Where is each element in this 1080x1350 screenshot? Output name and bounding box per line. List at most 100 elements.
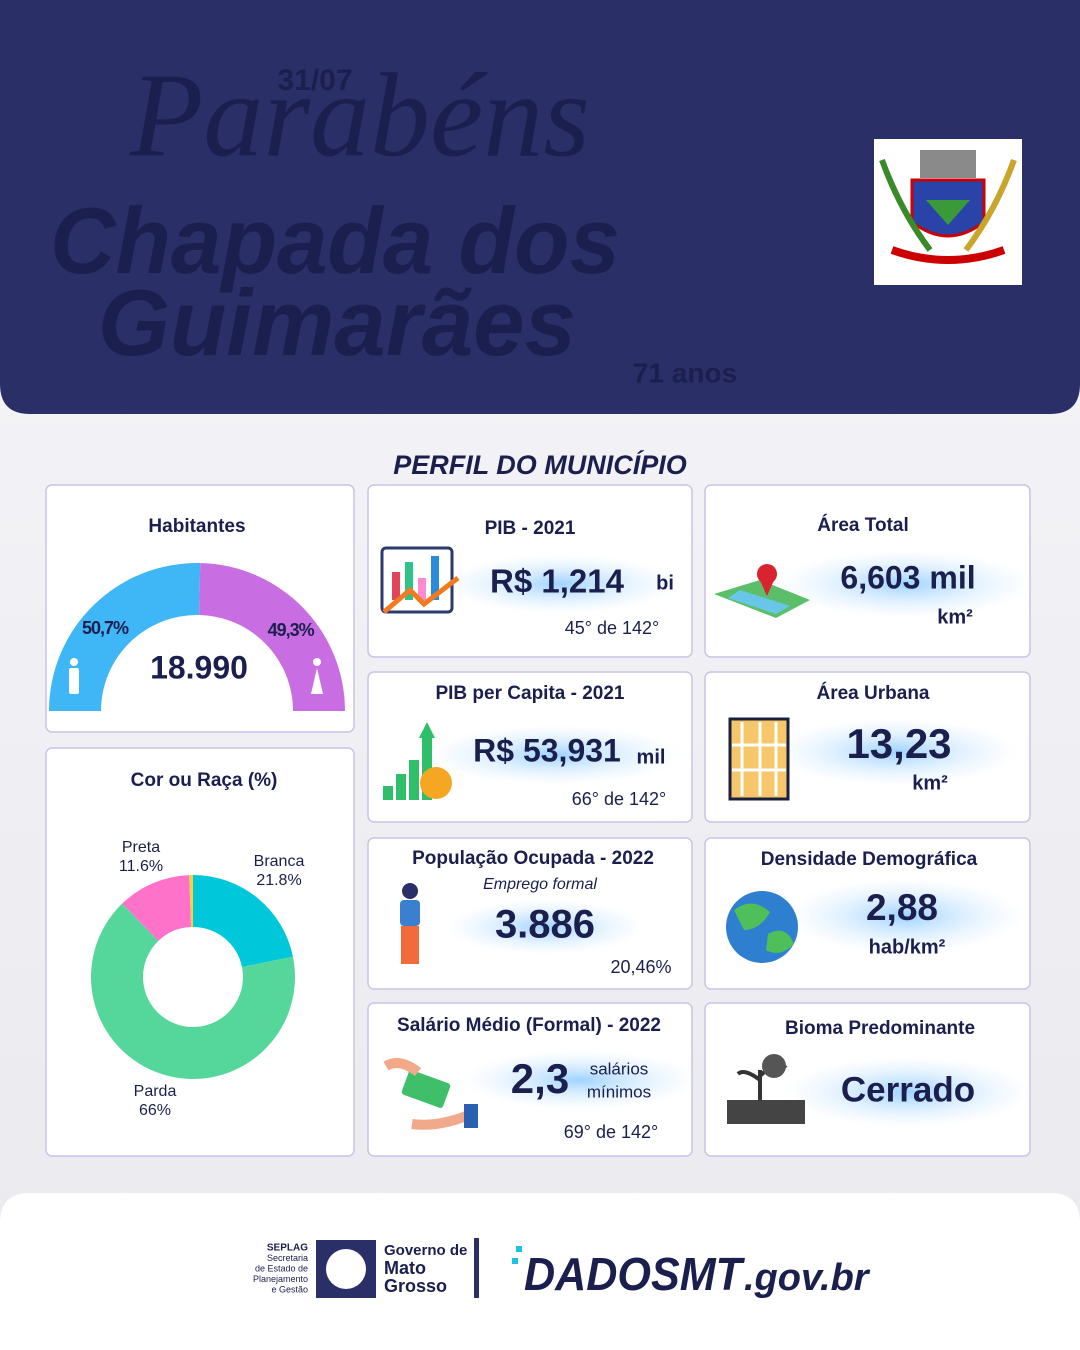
donut-value-label: 66% [139,1102,171,1119]
card-title: Área Urbana [817,682,930,704]
icon-globe [726,891,798,963]
card-value: R$ 1,214 [490,563,625,600]
branch-right [963,158,1017,252]
male-head [70,658,78,666]
icon-legs [401,926,419,964]
donut-category: Branca [254,853,305,870]
gauge-segment [199,563,345,711]
age: 71 anos [633,357,737,388]
card-unit: mil [637,746,666,768]
icon-grass [727,1100,805,1124]
card-unit: hab/km² [869,936,946,958]
value-glow [770,718,1020,786]
seplag-line: Secretaria [267,1253,308,1263]
icon-bar [431,556,439,600]
icon-cerrado [727,1054,805,1124]
governo-line: Governo de [384,1242,467,1259]
card-cor-raca [45,747,355,1157]
icon-arrow [382,576,460,614]
icon-bar [418,578,426,600]
card-title: PIB - 2021 [485,518,576,539]
person-icons [69,658,323,694]
card-rank: 20,46% [610,957,671,977]
card-value: 13,23 [846,720,951,767]
card-value: 6,603 mil [840,559,975,595]
donut-category: Preta [122,839,160,856]
dados-pixel [516,1246,522,1252]
card-value: Cerrado [841,1070,975,1109]
donut-segment [193,875,293,968]
icon-river [728,590,790,614]
male-body [69,668,79,694]
city-line-2: Guimarães [98,270,576,375]
header-band [0,0,1080,414]
icon-bill [401,1070,451,1108]
card-unit: bi [656,572,674,594]
card-title: Habitantes [148,516,245,537]
icon-bar [396,774,406,800]
card-value: R$ 53,931 [473,732,621,768]
value-glow [783,1056,1033,1128]
icon-sleeve [464,1104,478,1128]
donut: Branca 21.8% Parda 66% Preta 11.6% [91,839,304,1119]
city-line-1: Chapada dos [50,188,620,293]
card-unit: salários [590,1059,649,1078]
value-glow [785,878,1025,954]
gauge: 50,7% 49,3% [49,562,345,711]
icon-bar [405,562,413,600]
domain: .gov.br [744,1257,871,1299]
donut-value-label: 21.8% [256,872,301,889]
footer-band [0,1193,1080,1350]
icon-head [402,883,418,899]
governo-line: Mato [384,1258,426,1278]
icon-globe-land [734,903,794,953]
date: 31/07 [277,64,352,97]
dados-pixel [512,1258,518,1264]
gauge-segment [49,562,201,711]
seplag-line: e Gestão [271,1284,308,1294]
section-title: PERFIL DO MUNICÍPIO [393,449,687,480]
card-title: Área Total [817,514,909,536]
greeting: Parabéns [129,49,590,182]
female-head [313,658,321,666]
value-glow [460,1050,700,1110]
icon-bar [409,760,419,800]
icon-bar [392,572,400,600]
value-glow [440,554,680,614]
crown [920,150,976,178]
card-title: Densidade Demográfica [761,849,978,870]
ribbon [890,246,1006,264]
icon-worker [400,883,420,964]
value-glow [425,725,685,785]
shield-mount [926,200,970,225]
branch-left [879,158,933,252]
card-unit: mínimos [587,1082,651,1101]
card-title: PIB per Capita - 2021 [435,683,624,704]
icon-arrowhead [419,722,435,738]
icon-torso [400,900,420,926]
dados-logo: DADOSMT [524,1248,746,1300]
donut-category: Parda [134,1083,177,1100]
icon-pib [380,546,460,614]
icon-streets [732,722,786,796]
value-glow [445,899,645,955]
icon-coin [420,767,452,799]
icon-hand [383,1058,422,1077]
icon-money [383,1058,479,1130]
card-rank: 45° de 142° [565,618,659,638]
donut-value-label: 11.6% [119,858,163,875]
card-value: 3.886 [495,903,595,947]
seplag-line: Planejamento [253,1274,308,1284]
seplag-line: SEPLAG [267,1243,308,1254]
state-logo-seal [326,1249,366,1289]
card-value: 2,3 [511,1055,569,1102]
donut-segment [189,875,193,928]
icon-globe-sea [726,891,798,963]
coat-of-arms [874,139,1022,285]
icon-pin-tip [759,578,775,596]
card-title: Salário Médio (Formal) - 2022 [397,1015,661,1036]
female-body [311,668,323,694]
